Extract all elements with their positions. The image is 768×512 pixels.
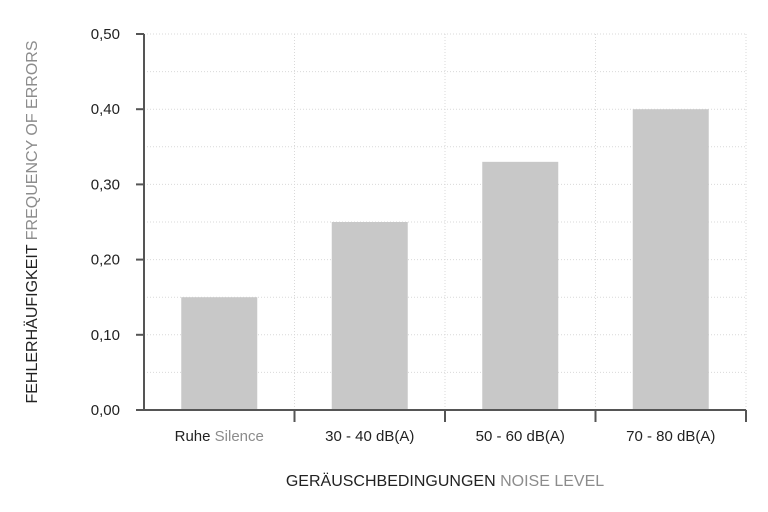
axes [143,34,747,422]
bar [482,161,559,410]
x-axis-title-secondary: NOISE LEVEL [500,473,604,490]
y-tick-label: 0,40 [91,101,120,118]
bars [181,109,709,410]
y-ticks: 0,00 0,10 0,20 0,30 0,40 0,50 [91,26,144,419]
y-tick-label: 0,00 [91,402,120,419]
x-tick-label: Ruhe Silence [175,428,264,445]
bar [181,297,258,410]
x-tick-label: 70 - 80 dB(A) [626,428,715,445]
y-tick-label: 0,10 [91,327,120,344]
y-axis-title-secondary: FREQUENCY OF ERRORS [24,40,41,240]
bar [632,109,709,410]
y-tick-label: 0,50 [91,26,120,43]
x-tick-label: 50 - 60 dB(A) [476,428,565,445]
x-category-labels: Ruhe Silence 30 - 40 dB(A) 50 - 60 dB(A) 70… [175,428,716,445]
x-axis-title-primary: GERÄUSCHBEDINGUNGEN [286,472,496,490]
x-tick-label: 30 - 40 dB(A) [325,428,414,445]
bar [331,222,408,410]
x-tick-label-secondary: Silence [210,428,263,445]
x-tick-label-primary: Ruhe [175,428,211,445]
x-tick-label-primary: 30 - 40 dB(A) [325,428,414,445]
x-tick-label-primary: 70 - 80 dB(A) [626,428,715,445]
y-tick-label: 0,30 [91,176,120,193]
x-axis-title: GERÄUSCHBEDINGUNGEN NOISE LEVEL [286,472,604,490]
y-axis-title-primary: FEHLERHÄUFIGKEIT [23,244,41,403]
y-tick-label: 0,20 [91,252,120,269]
y-axis-title: FEHLERHÄUFIGKEIT FREQUENCY OF ERRORS [23,40,41,403]
x-tick-label-primary: 50 - 60 dB(A) [476,428,565,445]
